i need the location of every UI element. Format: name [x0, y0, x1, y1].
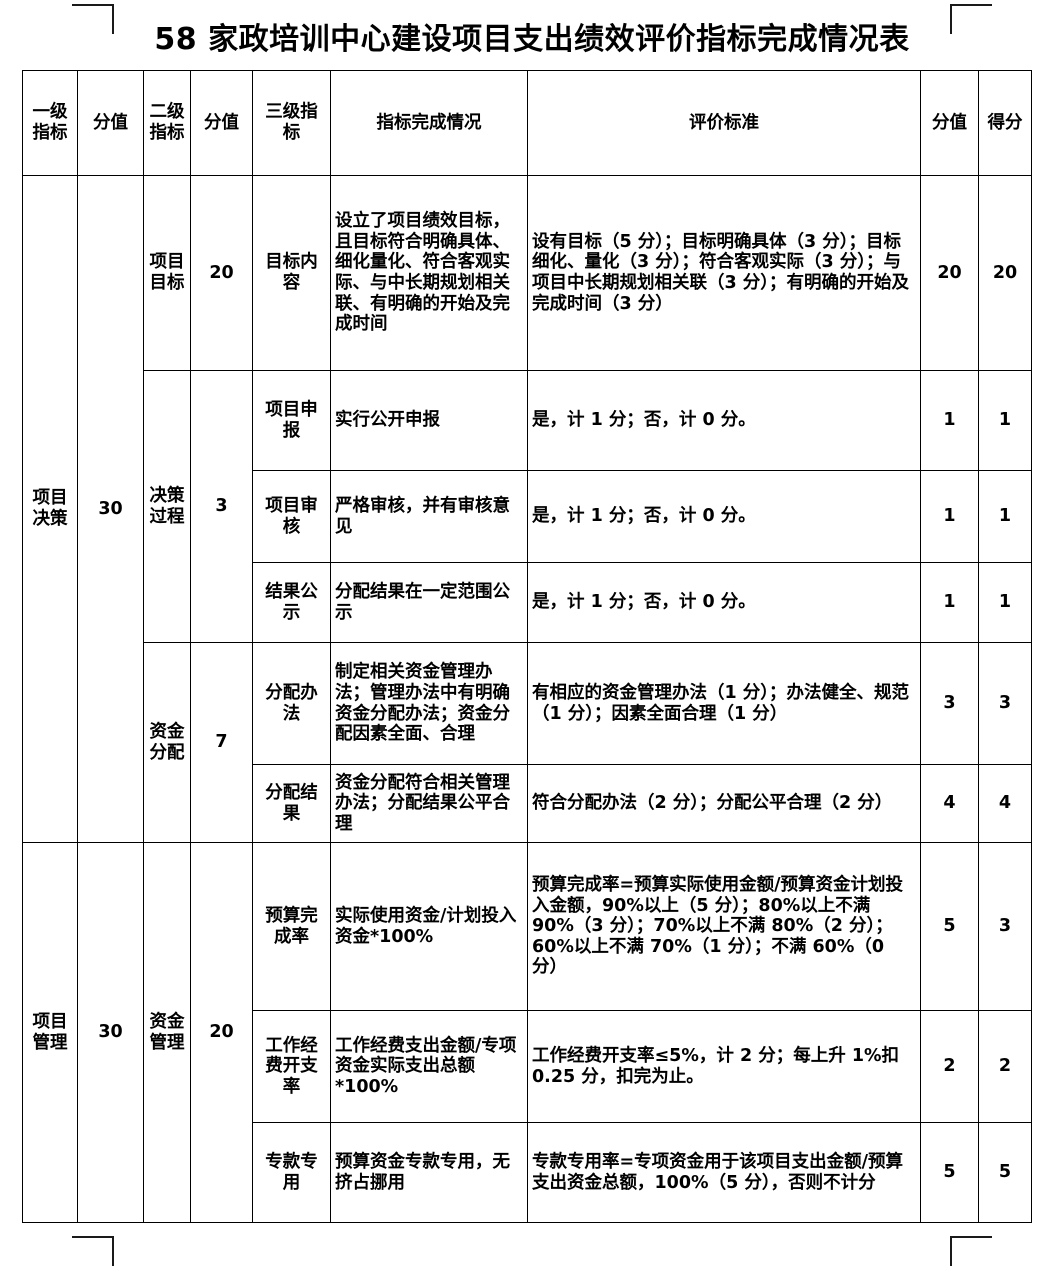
table-row: 项目决策 30 项目目标 20 目标内容 设立了项目绩效目标，且目标符合明确具体…	[22, 175, 1032, 843]
cell-evaluation-criteria: 符合分配办法（2 分）；分配公平合理（2 分）	[527, 764, 921, 843]
cell-level2-score: 7	[190, 642, 253, 843]
table-row: 结果公示 分配结果在一定范围公示 是，计 1 分；否，计 0 分。 1 1	[23, 562, 1032, 643]
cell-level3-indicator: 目标内容	[252, 175, 331, 371]
cell-earned-score: 1	[978, 370, 1032, 471]
cell-score: 1	[920, 470, 979, 563]
cell-level1-score: 30	[77, 175, 144, 843]
crop-mark-bottom-left	[72, 1236, 114, 1266]
cell-earned-score: 4	[978, 764, 1032, 843]
table-row: 分配结果 资金分配符合相关管理办法；分配结果公平合理 符合分配办法（2 分）；分…	[23, 764, 1032, 843]
performance-evaluation-table: 一级指标 分值 二级指标 分值 三级指标 指标完成情况 评价标准 分值 得分 项…	[22, 70, 1032, 1223]
cell-evaluation-criteria: 是，计 1 分；否，计 0 分。	[527, 470, 921, 563]
cell-evaluation-criteria: 有相应的资金管理办法（1 分）；办法健全、规范（1 分）；因素全面合理（1 分）	[527, 642, 921, 765]
cell-earned-score: 3	[978, 642, 1032, 765]
header-level1-indicator: 一级指标	[22, 70, 78, 176]
page-title: 58 家政培训中心建设项目支出绩效评价指标完成情况表	[154, 22, 910, 57]
cell-score: 5	[920, 1122, 979, 1223]
cell-completion-status: 实行公开申报	[330, 370, 528, 471]
table-row: 项目管理 30 资金管理 20 预算完成率 实际使用资金/计划投入资金*100%…	[22, 842, 1032, 1223]
cell-score: 2	[920, 1010, 979, 1123]
performance-table-container: 一级指标 分值 二级指标 分值 三级指标 指标完成情况 评价标准 分值 得分 项…	[22, 70, 1032, 1223]
cell-evaluation-criteria: 工作经费开支率≤5%，计 2 分；每上升 1%扣 0.25 分，扣完为止。	[527, 1010, 921, 1123]
cell-completion-status: 工作经费支出金额/专项资金实际支出总额*100%	[330, 1010, 528, 1123]
cell-level3-indicator: 分配办法	[252, 642, 331, 765]
table-row: 决策过程 3 项目申报 实行公开申报 是，计 1 分；否，计 0 分。 1 1	[23, 370, 1032, 643]
cell-level1-indicator: 项目决策	[22, 175, 78, 843]
cell-level3-indicator: 分配结果	[252, 764, 331, 843]
cell-level3-indicator: 预算完成率	[252, 842, 331, 1011]
cell-completion-status: 预算资金专款专用，无挤占挪用	[330, 1122, 528, 1223]
cell-completion-status: 严格审核，并有审核意见	[330, 470, 528, 563]
cell-level1-score: 30	[77, 842, 144, 1223]
table-row: 专款专用 预算资金专款专用，无挤占挪用 专款专用率=专项资金用于该项目支出金额/…	[23, 1122, 1032, 1223]
cell-level2-indicator: 资金管理	[143, 842, 191, 1223]
cell-level2-score: 3	[190, 370, 253, 643]
cell-level2-indicator: 决策过程	[143, 370, 191, 643]
cell-completion-status: 分配结果在一定范围公示	[330, 562, 528, 643]
cell-score: 20	[920, 175, 979, 371]
cell-level2-indicator: 资金分配	[143, 642, 191, 843]
cell-earned-score: 1	[978, 470, 1032, 563]
cell-level2-score: 20	[190, 842, 253, 1223]
cell-level3-indicator: 项目审核	[252, 470, 331, 563]
cell-level3-indicator: 项目申报	[252, 370, 331, 471]
crop-mark-bottom-right	[950, 1236, 992, 1266]
cell-score: 4	[920, 764, 979, 843]
cell-completion-status: 资金分配符合相关管理办法；分配结果公平合理	[330, 764, 528, 843]
cell-evaluation-criteria: 是，计 1 分；否，计 0 分。	[527, 562, 921, 643]
header-earned-score: 得分	[978, 70, 1032, 176]
header-level2-score: 分值	[190, 70, 253, 176]
cell-level2-score: 20	[190, 175, 253, 371]
cell-completion-status: 制定相关资金管理办法；管理办法中有明确资金分配办法；资金分配因素全面、合理	[330, 642, 528, 765]
header-evaluation-criteria: 评价标准	[527, 70, 921, 176]
cell-score: 1	[920, 370, 979, 471]
table-row: 工作经费开支率 工作经费支出金额/专项资金实际支出总额*100% 工作经费开支率…	[23, 1010, 1032, 1123]
table-row: 项目审核 严格审核，并有审核意见 是，计 1 分；否，计 0 分。 1 1	[23, 470, 1032, 563]
cell-completion-status: 设立了项目绩效目标，且目标符合明确具体、细化量化、符合客观实际、与中长期规划相关…	[330, 175, 528, 371]
cell-level1-indicator: 项目管理	[22, 842, 78, 1223]
cell-level3-indicator: 专款专用	[252, 1122, 331, 1223]
cell-earned-score: 5	[978, 1122, 1032, 1223]
cell-evaluation-criteria: 是，计 1 分；否，计 0 分。	[527, 370, 921, 471]
cell-earned-score: 2	[978, 1010, 1032, 1123]
cell-earned-score: 3	[978, 842, 1032, 1011]
cell-score: 5	[920, 842, 979, 1011]
cell-level3-indicator: 结果公示	[252, 562, 331, 643]
table-row: 资金分配 7 分配办法 制定相关资金管理办法；管理办法中有明确资金分配办法；资金…	[23, 642, 1032, 843]
cell-earned-score: 1	[978, 562, 1032, 643]
header-completion-status: 指标完成情况	[330, 70, 528, 176]
cell-score: 3	[920, 642, 979, 765]
cell-score: 1	[920, 562, 979, 643]
cell-evaluation-criteria: 专款专用率=专项资金用于该项目支出金额/预算支出资金总额，100%（5 分），否…	[527, 1122, 921, 1223]
header-level1-score: 分值	[77, 70, 144, 176]
cell-evaluation-criteria: 设有目标（5 分）；目标明确具体（3 分）；目标细化、量化（3 分）；符合客观实…	[527, 175, 921, 371]
cell-level2-indicator: 项目目标	[143, 175, 191, 371]
cell-level3-indicator: 工作经费开支率	[252, 1010, 331, 1123]
cell-evaluation-criteria: 预算完成率=预算实际使用金额/预算资金计划投入金额，90%以上（5 分）；80%…	[527, 842, 921, 1011]
table-header-row: 一级指标 分值 二级指标 分值 三级指标 指标完成情况 评价标准 分值 得分	[22, 70, 1032, 176]
cell-completion-status: 实际使用资金/计划投入资金*100%	[330, 842, 528, 1011]
cell-earned-score: 20	[978, 175, 1032, 371]
header-level3-indicator: 三级指标	[252, 70, 331, 176]
header-level2-indicator: 二级指标	[143, 70, 191, 176]
header-score: 分值	[920, 70, 979, 176]
